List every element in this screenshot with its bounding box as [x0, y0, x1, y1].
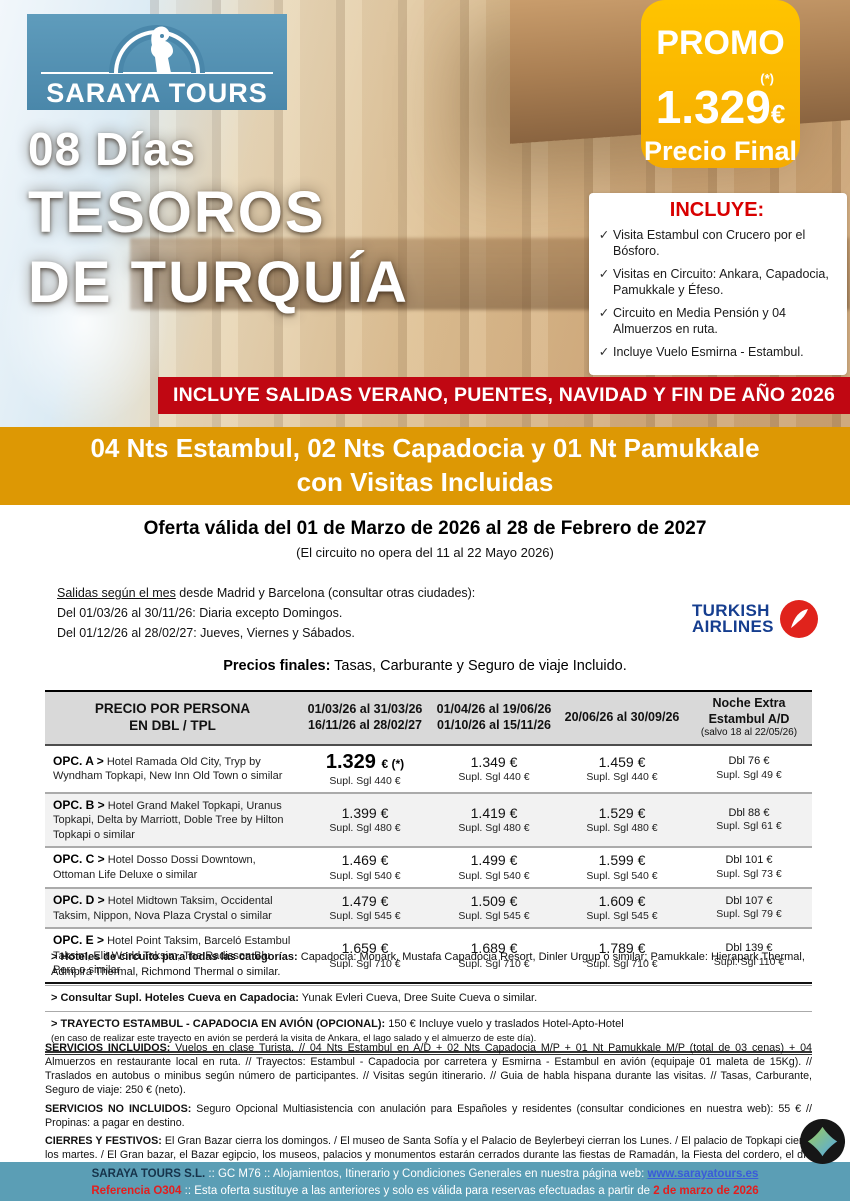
includes-box: INCLUYE: ✓ Visita Estambul con Crucero p… [589, 193, 847, 375]
orange-banner-line1: 04 Nts Estambul, 02 Nts Capadocia y 01 N… [90, 433, 760, 464]
price-cell: 1.529 € Supl. Sgl 480 € [586, 804, 658, 835]
checkmark-icon: ✓ [598, 306, 610, 320]
includes-item-text: Visita Estambul con Crucero por el Bósfo… [613, 228, 806, 258]
footer-line2: Referencia O304 :: Esta oferta sustituye… [91, 1184, 759, 1197]
orange-banner-line2: con Visitas Incluidas [296, 467, 554, 497]
red-banner: INCLUYE SALIDAS VERANO, PUENTES, NAVIDAD… [158, 377, 850, 414]
includes-item-text: Circuito en Media Pensión y 04 Almuerzos… [613, 306, 787, 336]
price-cell: 1.609 € Supl. Sgl 545 € [586, 892, 658, 923]
hotels-cell: OPC. B > Hotel Grand Makel Topkapi, Uran… [53, 797, 284, 841]
promo-asterisk: (*) [760, 71, 774, 86]
price-cell: 1.789 € Supl. Sgl 710 € [586, 940, 658, 970]
table-row-opc-d: OPC. D > Hotel Midtown Taksim, Occidenta… [45, 888, 812, 930]
extra-night-cell: Dbl 101 € Supl. Sgl 73 € [716, 853, 782, 880]
table-row-opc-a: OPC. A > Hotel Ramada Old City, Tryp by … [45, 746, 812, 794]
price-cell: 1.459 € Supl. Sgl 440 € [586, 753, 658, 784]
footer-line1: SARAYA TOURS S.L. :: GC M76 :: Alojamien… [91, 1168, 759, 1180]
services-included: SERVICIOS INCLUIDOS: Vuelos en clase Tur… [45, 1042, 812, 1096]
hotels-cell: OPC. A > Hotel Ramada Old City, Tryp by … [53, 753, 283, 783]
includes-item: ✓ Incluye Vuelo Esmirna - Estambul. [595, 344, 839, 360]
promo-final-label: Precio Final [643, 136, 798, 166]
tour-title-line2: DE TURQUÍA [28, 250, 409, 315]
hotels-cell: OPC. D > Hotel Midtown Taksim, Occidenta… [53, 893, 273, 922]
col-header-extra-night: Noche Extra Estambul A/D (salvo 18 al 22/0… [700, 696, 798, 739]
price-cell: 1.469 € Supl. Sgl 540 € [329, 852, 401, 882]
promo-price: 1.329€ [655, 81, 786, 133]
includes-item: ✓ Visita Estambul con Crucero por el Bós… [595, 227, 839, 259]
extra-night-cell: Dbl 88 € Supl. Sgl 61 € [716, 806, 782, 833]
promo-price-box: PROMO (*) 1.329€ Precio Final [641, 0, 800, 168]
brand-name: SARAYA TOURS [46, 78, 268, 108]
footer-website-link[interactable]: www.sarayatours.es [647, 1168, 759, 1180]
star-shape-icon [807, 1126, 838, 1157]
tour-days: 08 Días [28, 123, 197, 175]
table-row-opc-b: OPC. B > Hotel Grand Makel Topkapi, Uran… [45, 793, 812, 849]
price-cell: 1.329 € (*) Supl. Sgl 440 € [325, 750, 405, 787]
table-row-opc-c: OPC. C > Hotel Dosso Dossi Downtown, Ott… [45, 848, 812, 889]
validity-note: (El circuito no opera del 11 al 22 Mayo … [296, 545, 554, 560]
turkish-airlines-bird-icon [779, 600, 818, 638]
footer-company: SARAYA TOURS S.L. [91, 1168, 206, 1180]
footnote-flight-option: > TRAYECTO ESTAMBUL - CAPADOCIA EN AVIÓN… [51, 1017, 624, 1045]
extra-night-cell: Dbl 76 € Supl. Sgl 49 € [716, 755, 782, 782]
includes-item: ✓ Visitas en Circuito: Ankara, Capadocia… [595, 266, 839, 298]
col-header-season3: 20/06/26 al 30/09/26 [564, 710, 680, 725]
departures-line1: Del 01/03/26 al 30/11/26: Diaria excepto… [57, 605, 343, 620]
departures-info: Salidas según el mes desde Madrid y Barc… [57, 584, 475, 643]
checkmark-icon: ✓ [598, 228, 610, 242]
departures-line2: Del 01/12/26 al 28/02/27: Jueves, Vierne… [57, 625, 355, 640]
footer-bar: SARAYA TOURS S.L. :: GC M76 :: Alojamien… [0, 1162, 850, 1201]
price-cell: 1.349 € Supl. Sgl 440 € [458, 753, 530, 784]
brand-logo: SARAYA TOURS [27, 14, 287, 110]
hotels-cell: OPC. C > Hotel Dosso Dossi Downtown, Ott… [53, 852, 256, 882]
includes-item-text: Visitas en Circuito: Ankara, Capadocia, … [613, 267, 829, 297]
price-cell: 1.499 € Supl. Sgl 540 € [458, 852, 530, 882]
services-not-included: SERVICIOS NO INCLUIDOS: Seguro Opcional … [45, 1102, 812, 1129]
col-header-season2: 01/04/26 al 19/06/26 01/10/26 al 15/11/26 [436, 702, 552, 732]
includes-item: ✓ Circuito en Media Pensión y 04 Almuerz… [595, 305, 839, 337]
prices-note: Precios finales: Tasas, Carburante y Seg… [223, 658, 627, 674]
checkmark-icon: ✓ [598, 267, 610, 281]
price-cell: 1.419 € Supl. Sgl 480 € [458, 804, 530, 835]
col-header-season1: 01/03/26 al 31/03/26 16/11/26 al 28/02/27 [307, 702, 423, 732]
turkish-airlines-logo: TURKISH AIRLINES [692, 598, 820, 640]
footnote-circuit-hotels: > Hoteles de circuito para todas las cat… [45, 945, 812, 986]
footer-reference: Referencia O304 [91, 1184, 182, 1197]
includes-title: INCLUYE: [669, 199, 765, 221]
price-cell: 1.599 € Supl. Sgl 540 € [586, 852, 658, 882]
includes-item-text: Incluye Vuelo Esmirna - Estambul. [613, 345, 804, 359]
table-row-opc-e: OPC. E > Hotel Point Taksim, Barceló Est… [45, 929, 812, 984]
table-footnotes: > Hoteles de circuito para todas las cat… [45, 945, 812, 1056]
extra-night-cell: Dbl 139 € Supl. Sgl 110 € [713, 941, 785, 968]
price-cell: 1.509 € Supl. Sgl 545 € [458, 892, 530, 923]
footer-valid-date: 2 de marzo de 2026 [653, 1184, 759, 1197]
footnote-cave-hotels: > Consultar Supl. Hoteles Cueva en Capad… [45, 986, 812, 1012]
extra-night-cell: Dbl 107 € Supl. Sgl 79 € [716, 894, 782, 921]
hotels-cell: OPC. E > Hotel Point Taksim, Barceló Est… [53, 933, 291, 977]
departures-intro: Salidas según el mes desde Madrid y Barc… [57, 586, 476, 600]
section-divider [45, 1051, 812, 1056]
turkish-airlines-name: TURKISH AIRLINES [692, 600, 774, 636]
price-table: PRECIO POR PERSONA EN DBL / TPL 01/03/26 … [45, 690, 812, 984]
validity-title: Oferta válida del 01 de Marzo de 2026 al… [143, 518, 707, 539]
hero-title: 08 Días TESOROS DE TURQUÍA [28, 126, 409, 312]
promo-label: PROMO [656, 24, 785, 62]
accessibility-widget-button[interactable] [799, 1118, 846, 1165]
price-table-header: PRECIO POR PERSONA EN DBL / TPL 01/03/26 … [45, 692, 812, 746]
price-cell: 1.659 € Supl. Sgl 710 € [329, 940, 401, 970]
promo-euro-sign: € [770, 99, 786, 129]
falcon-logo-icon [102, 16, 212, 81]
price-cell: 1.399 € Supl. Sgl 480 € [329, 804, 401, 835]
checkmark-icon: ✓ [598, 345, 610, 359]
price-cell: 1.479 € Supl. Sgl 545 € [329, 892, 401, 923]
price-cell: 1.689 € Supl. Sgl 710 € [458, 940, 530, 970]
orange-banner: 04 Nts Estambul, 02 Nts Capadocia y 01 N… [0, 427, 850, 505]
col-header-persona: PRECIO POR PERSONA EN DBL / TPL [94, 701, 251, 733]
tour-title-line1: TESOROS [28, 180, 326, 245]
